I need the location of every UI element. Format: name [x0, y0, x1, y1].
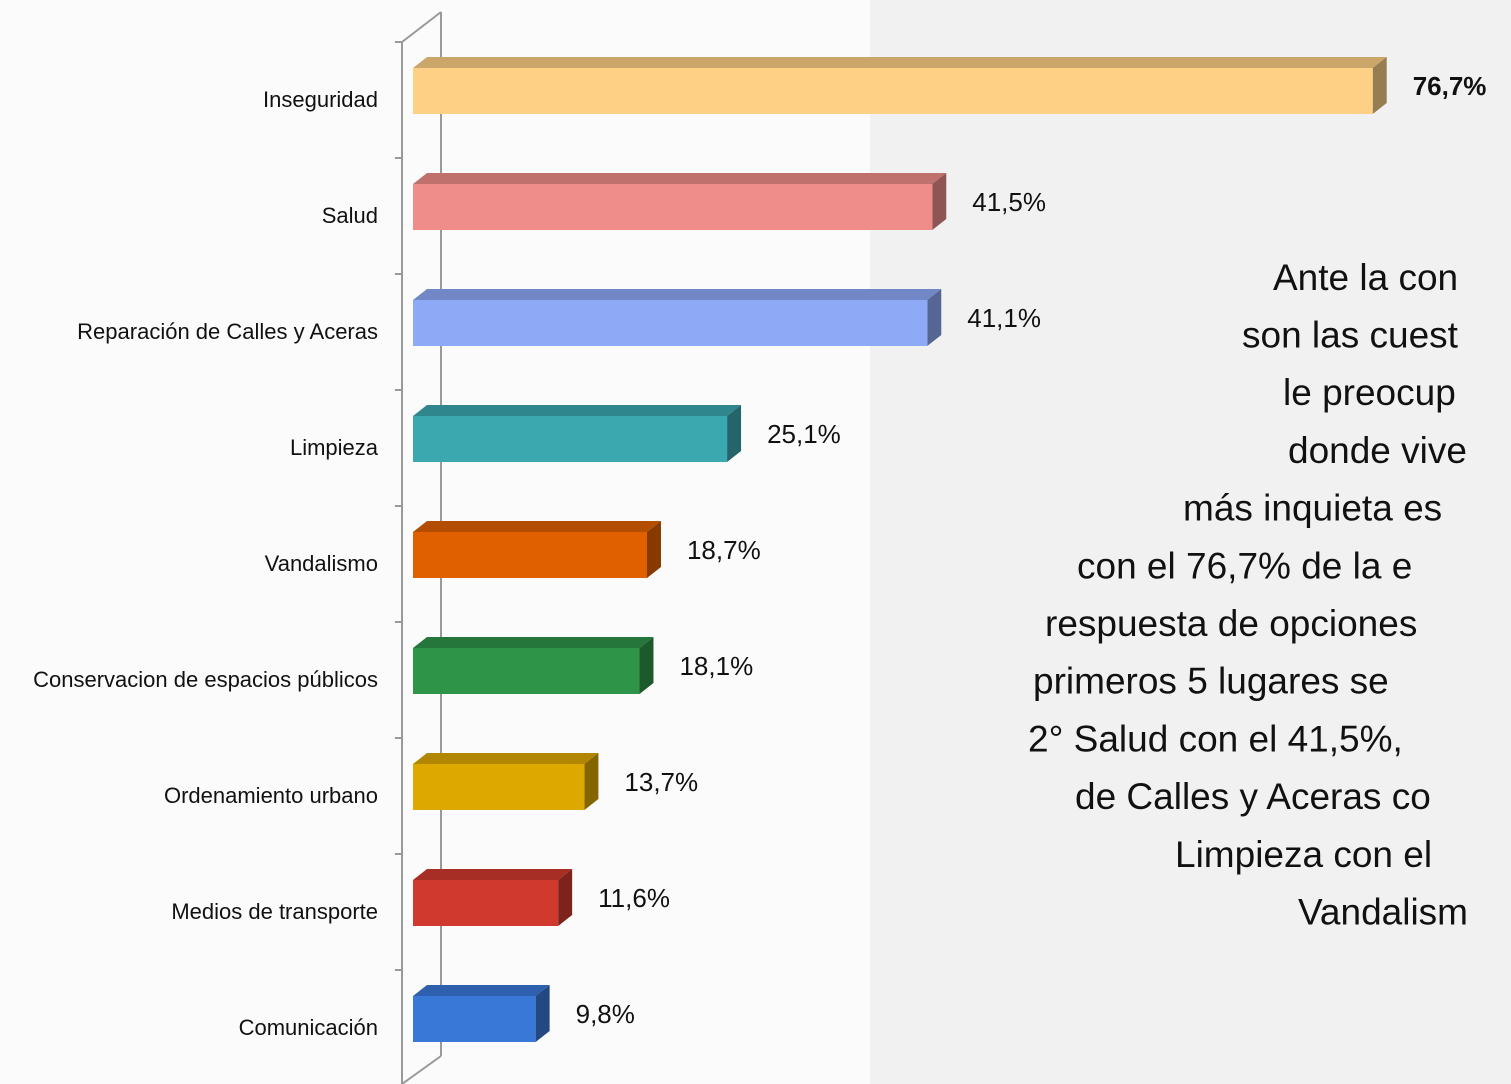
bar — [413, 289, 942, 346]
category-label: Reparación de Calles y Aceras — [0, 317, 378, 347]
bar-side — [727, 405, 742, 462]
annotation-line: son las cuest — [1242, 314, 1459, 355]
category-label: Vandalismo — [0, 549, 378, 579]
annotation-line: Vandalism — [1298, 891, 1468, 932]
bar — [413, 753, 599, 810]
bar-side — [639, 637, 654, 694]
bar-top — [413, 869, 573, 880]
category-text: Reparación de Calles y Aceras — [77, 319, 378, 344]
bar-front — [413, 68, 1373, 114]
annotation-line: Limpieza con el — [1175, 834, 1432, 875]
bar-top — [413, 521, 661, 532]
category-text: Comunicación — [238, 1015, 378, 1040]
category-text: Limpieza — [289, 435, 378, 460]
category-label: Medios de transporte — [0, 897, 378, 927]
bar — [413, 637, 654, 694]
annotation-line: de Calles y Aceras co — [1075, 776, 1431, 817]
category-text: Ordenamiento urbano — [163, 783, 378, 808]
bar — [413, 985, 550, 1042]
bar-side — [535, 985, 550, 1042]
background-panel — [870, 0, 1511, 1084]
annotation-line: donde vive — [1288, 430, 1467, 471]
bar-top — [413, 289, 942, 300]
category-label: Ordenamiento urbano — [0, 781, 378, 811]
bar-top — [413, 57, 1387, 68]
bar — [413, 869, 573, 926]
bar-side — [646, 521, 661, 578]
bar-side — [584, 753, 599, 810]
bar-top — [413, 753, 599, 764]
annotation-line: Ante la con — [1273, 257, 1458, 298]
category-text: Salud — [321, 203, 378, 228]
bar — [413, 173, 947, 230]
bar — [413, 405, 742, 462]
bar-top — [413, 405, 742, 416]
bar-front — [413, 648, 640, 694]
category-text: Conservacion de espacios públicos — [33, 667, 378, 692]
bar — [413, 521, 661, 578]
bar-front — [413, 184, 933, 230]
value-label: 41,5% — [972, 187, 1046, 217]
category-label: Conservacion de espacios públicos — [0, 665, 378, 695]
bar-top — [413, 985, 550, 996]
bar-front — [413, 532, 647, 578]
annotation-line: respuesta de opciones — [1045, 603, 1417, 644]
bar-top — [413, 173, 947, 184]
bar-top — [413, 637, 654, 648]
bar-front — [413, 416, 728, 462]
bar-side — [1372, 57, 1387, 114]
annotation-line: le preocup — [1283, 372, 1456, 413]
value-label: 13,7% — [624, 767, 698, 797]
bar-side — [927, 289, 942, 346]
value-label: 18,1% — [679, 651, 753, 681]
bar — [413, 57, 1387, 114]
value-label: 9,8% — [576, 999, 635, 1029]
category-text: Medios de transporte — [171, 899, 378, 924]
category-label: Salud — [0, 201, 378, 231]
bar-side — [932, 173, 947, 230]
annotation-line: con el 76,7% de la e — [1077, 545, 1412, 586]
category-label: Inseguridad — [0, 85, 378, 115]
value-label: 25,1% — [767, 419, 841, 449]
annotation-line: más inquieta es — [1183, 488, 1442, 529]
bar-front — [413, 300, 928, 346]
bar-front — [413, 996, 536, 1042]
annotation-line: 2° Salud con el 41,5%, — [1028, 718, 1403, 759]
category-text: Inseguridad — [263, 87, 378, 112]
bar-front — [413, 764, 585, 810]
value-label: 11,6% — [598, 883, 670, 913]
category-label: Comunicación — [0, 1013, 378, 1043]
bar-side — [558, 869, 573, 926]
value-label: 18,7% — [687, 535, 761, 565]
value-label: 76,7% — [1413, 71, 1487, 101]
category-label: Limpieza — [0, 433, 378, 463]
annotation-line: primeros 5 lugares se — [1033, 661, 1389, 702]
category-text: Vandalismo — [264, 551, 378, 576]
bar-front — [413, 880, 559, 926]
value-label: 41,1% — [967, 303, 1041, 333]
